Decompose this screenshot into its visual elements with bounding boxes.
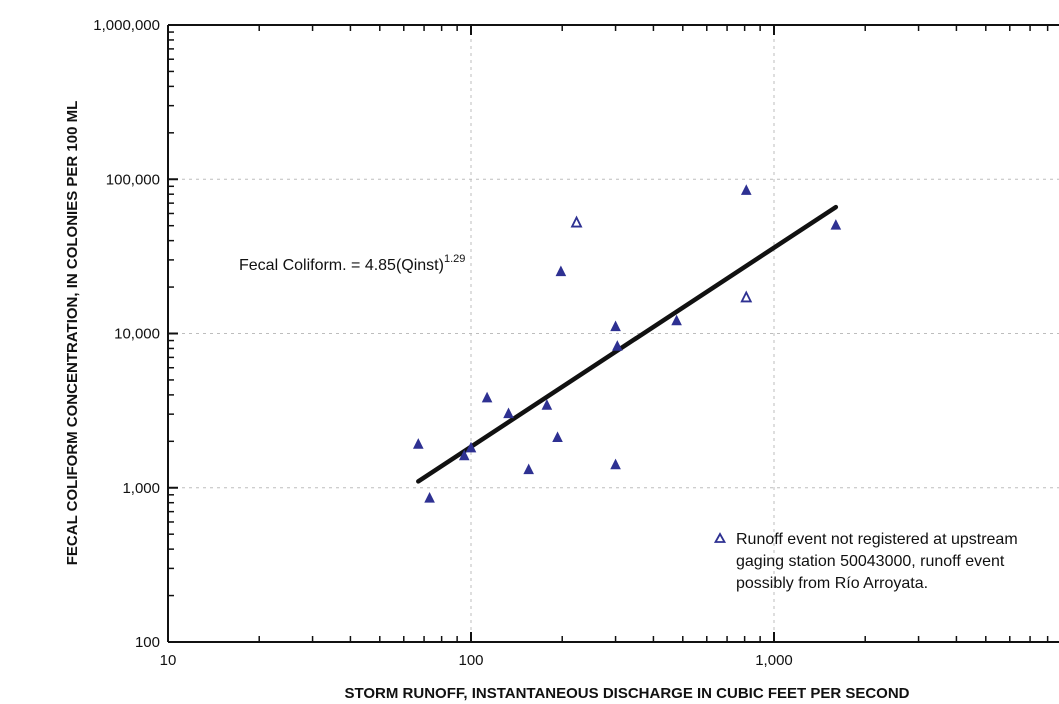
grid [168, 25, 1059, 642]
y-tick-label: 100 [135, 634, 160, 651]
data-point-open-triangle [570, 215, 583, 228]
data-point-filled-triangle [465, 441, 477, 453]
y-tick-label: 1,000,000 [93, 17, 160, 34]
y-tick-label: 100,000 [106, 171, 160, 188]
data-point-filled-triangle [612, 340, 623, 351]
data-point-filled-triangle [830, 219, 842, 230]
y-tick-label: 10,000 [114, 326, 160, 343]
legend-line-1: Runoff event not registered at upstream [736, 531, 1018, 548]
data-point-filled-triangle [555, 265, 567, 277]
legend-open-triangle-marker [713, 532, 727, 543]
data-point-filled-triangle [412, 438, 424, 449]
data-point-filled-triangle [610, 320, 621, 332]
fit-line [416, 204, 839, 484]
regression-line [416, 204, 839, 484]
legend-line-2: gaging station 50043000, runoff event [736, 553, 1005, 570]
regression-equation: Fecal Coliform. = 4.85(Qinst)1.29 [239, 253, 465, 274]
data-point-filled-triangle [740, 184, 752, 195]
regression-equation-text: Fecal Coliform. = 4.85(Qinst) [239, 257, 444, 274]
legend-line-3: possibly from Río Arroyata. [736, 575, 928, 592]
data-point-filled-triangle [424, 492, 435, 503]
y-axis-title: FECAL COLIFORM CONCENTRATION, IN COLONIE… [64, 101, 81, 565]
data-point-filled-triangle [481, 391, 493, 403]
data-point-filled-triangle [552, 431, 563, 443]
data-point-filled-triangle [458, 449, 470, 461]
x-tick-label: 10 [160, 652, 177, 669]
data-point-filled-triangle [610, 458, 621, 470]
x-tick-label: 100 [458, 652, 483, 669]
data-point-open-triangle [740, 290, 753, 303]
y-tick-label: 1,000 [122, 480, 160, 497]
data-point-filled-triangle [671, 314, 682, 326]
data-point-filled-triangle [541, 399, 553, 410]
regression-equation-exponent: 1.29 [444, 253, 465, 265]
data-point-filled-triangle [523, 463, 534, 475]
tick-marks [167, 24, 1049, 643]
x-axis-title: STORM RUNOFF, INSTANTANEOUS DISCHARGE IN… [344, 685, 909, 702]
x-tick-label: 1,000 [755, 652, 793, 669]
data-point-filled-triangle [503, 407, 514, 419]
legend: Runoff event not registered at upstream … [713, 531, 1018, 592]
data-points [412, 184, 842, 503]
